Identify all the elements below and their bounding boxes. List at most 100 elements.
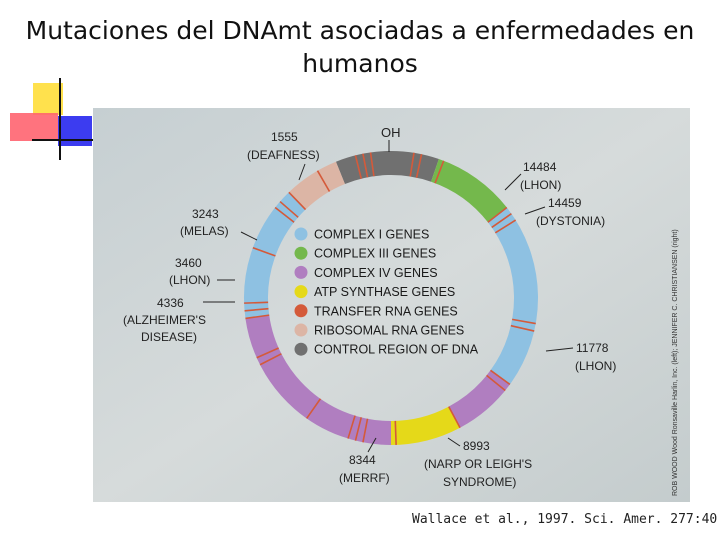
legend-label: COMPLEX I GENES [314,228,429,242]
annotation-disease: (LHON) [520,178,561,192]
annotation-disease: (ALZHEIMER'S [123,313,206,327]
ring-segment-ribosomal-rna-genes [288,161,346,210]
trna-tick [259,353,282,366]
legend-swatch [294,304,308,318]
annotation-number: 1555 [271,130,298,144]
annotation-3243: 3243 (MELAS) [180,207,258,241]
annotation-disease: (MERRF) [339,471,390,485]
ring-segment-complex-iv-genes [448,370,510,428]
annotation-4336: 4336 (ALZHEIMER'S DISEASE) [123,296,235,344]
annotation-leader-line [298,163,306,181]
trna-tick [354,155,363,179]
legend-label: ATP SYNTHASE GENES [314,285,455,299]
annotation-14484: 14484 (LHON) [504,160,561,192]
legend-swatch [294,227,308,241]
ring-segment-control-region-of-dna [335,151,439,185]
logo-red-square [10,113,58,141]
citation: Wallace et al., 1997. Sci. Amer. 277:40 [412,512,718,527]
trna-tick [409,152,415,177]
annotation-number: 4336 [157,296,184,310]
trna-tick [244,301,269,304]
trna-tick [362,418,369,443]
ring-segment-complex-iii-genes [430,159,507,223]
origin-label-text: OH [381,125,401,140]
legend-label: COMPLEX III GENES [314,247,436,261]
annotation-disease-line-2: DISEASE) [141,330,197,344]
annotation-number: 3460 [175,256,202,270]
annotation-disease: (MELAS) [180,224,229,238]
trna-ticks [244,152,536,445]
trna-tick [434,160,445,184]
trna-tick [415,154,423,178]
trna-tick [494,219,517,234]
ring-segment-complex-i-genes [487,207,538,385]
trna-tick [491,213,512,229]
legend-swatch [294,323,308,337]
annotation-disease: (LHON) [169,273,210,287]
legend-swatch [294,285,308,299]
trna-tick [316,170,331,192]
logo-yellow-square [33,83,63,115]
trna-tick [245,314,270,320]
trna-tick [510,324,535,332]
annotation-number: 14459 [548,196,582,210]
title-line-2: humanos [302,49,418,78]
annotation-leader-line [367,437,377,453]
annotation-11778: 11778 (LHON) [545,341,616,373]
slide-title: Mutaciones del DNAmt asociadas a enferme… [0,14,720,80]
annotation-leader-line [447,437,461,447]
legend-swatch [294,265,308,279]
annotation-leader-line [545,347,574,352]
trna-tick [288,191,307,211]
decorative-squares-logo [10,78,96,160]
annotation-disease: (NARP OR LEIGH'S [424,457,532,471]
legend-label: CONTROL REGION OF DNA [314,343,479,357]
annotation-leader-line [504,173,522,191]
trna-tick [347,415,356,439]
annotation-number: 14484 [523,160,557,174]
trna-tick [274,206,295,223]
trna-tick [511,318,536,325]
annotation-number: 8993 [463,439,490,453]
trna-tick [448,406,461,429]
trna-tick [486,374,506,392]
annotation-number: 11778 [576,341,609,355]
annotation-disease: (DEAFNESS) [247,148,320,162]
annotation-leader-line [240,231,258,241]
legend-label: TRANSFER RNA GENES [314,304,458,318]
annotation-3460: 3460 (LHON) [169,256,235,287]
annotation-8344: 8344 (MERRF) [339,437,390,485]
annotation-leader-line [524,206,546,215]
logo-blue-square [58,116,92,146]
legend: COMPLEX I GENES COMPLEX III GENES COMPLEX … [294,227,479,357]
title-line-1: Mutaciones del DNAmt asociadas a enferme… [25,16,695,45]
annotation-disease: (LHON) [575,359,616,373]
legend-swatch [294,342,308,356]
image-credit: ROB WOOD Wood Ronsaville Harlin, Inc. (l… [672,229,679,496]
trna-tick [394,420,397,445]
trna-tick [252,246,276,257]
annotation-number: 3243 [192,207,219,221]
trna-tick [354,417,363,441]
annotation-8993: 8993 (NARP OR LEIGH'S SYNDROME) [424,437,532,489]
annotation-number: 8344 [349,453,376,467]
trna-tick [369,152,375,177]
annotation-disease-line-2: SYNDROME) [443,475,516,489]
trna-tick [490,369,511,386]
origin-label: OH [381,125,401,140]
annotation-14459: 14459 (DYSTONIA) [524,196,605,228]
trna-tick [256,347,279,359]
trna-tick [306,398,322,419]
annotation-1555: 1555 (DEAFNESS) [247,130,320,181]
trna-tick [362,153,369,178]
annotation-disease: (DYSTONIA) [536,214,605,228]
trna-tick [487,206,508,223]
ring-segment-complex-i-genes [244,192,306,319]
legend-label: COMPLEX IV GENES [314,266,438,280]
mtdna-figure: OH COMPLEX I GENES COMPLEX III GENES COMPL… [93,108,690,502]
trna-tick [279,200,299,218]
trna-tick [244,307,269,312]
legend-swatch [294,246,308,260]
legend-label: RIBOSOMAL RNA GENES [314,324,464,338]
